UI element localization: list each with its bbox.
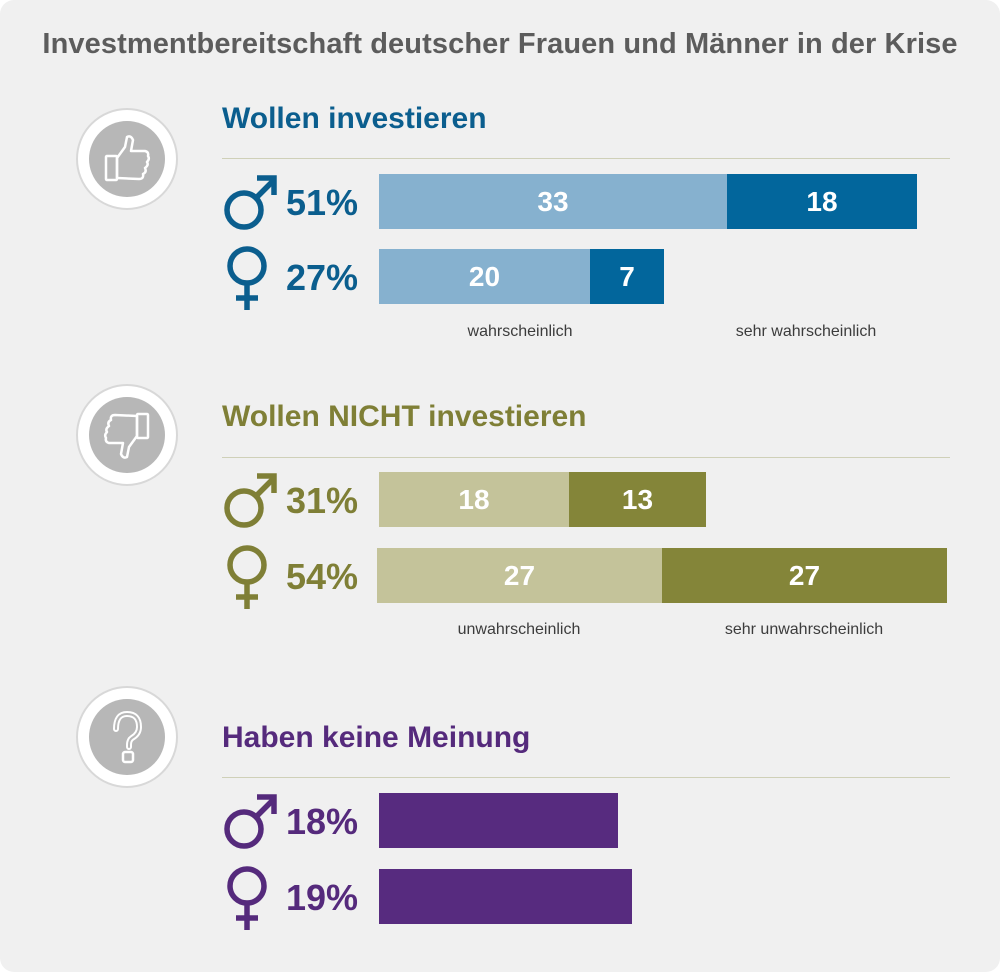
divider xyxy=(222,777,950,778)
bar-dark-segment: 13 xyxy=(569,472,706,527)
question-mark-icon xyxy=(89,699,165,775)
divider xyxy=(222,457,950,458)
bar-dark-segment: 27 xyxy=(662,548,947,603)
female-symbol-icon xyxy=(222,863,280,938)
bar-light-segment: 33 xyxy=(379,174,727,229)
total-percent: 27% xyxy=(286,257,359,298)
bar-light-segment: 18 xyxy=(379,472,569,527)
section-title: Wollen NICHT investieren xyxy=(222,400,587,433)
section-title: Wollen investieren xyxy=(222,102,487,135)
bar-segment xyxy=(379,793,618,848)
bar-light-segment: 20 xyxy=(379,249,590,304)
legend-label: sehr unwahrscheinlich xyxy=(724,621,884,638)
total-percent: 19% xyxy=(286,877,359,918)
question-mark-badge xyxy=(76,686,178,788)
thumbs-down-icon xyxy=(89,397,165,473)
total-percent: 31% xyxy=(286,480,359,521)
bar-dark-segment: 7 xyxy=(590,249,664,304)
legend-label: sehr wahrscheinlich xyxy=(735,323,877,340)
bar-light-segment: 27 xyxy=(377,548,662,603)
total-percent: 18% xyxy=(286,801,359,842)
thumbs-down-badge xyxy=(76,384,178,486)
bar-segment xyxy=(379,869,632,924)
divider xyxy=(222,158,950,159)
chart-title: Investmentbereitschaft deutscher Frauen … xyxy=(42,28,958,60)
male-symbol-icon xyxy=(222,468,280,543)
thumbs-up-badge xyxy=(76,108,178,210)
total-percent: 54% xyxy=(286,556,359,597)
total-percent: 51% xyxy=(286,182,359,223)
thumbs-up-icon xyxy=(89,121,165,197)
female-symbol-icon xyxy=(222,542,280,617)
male-symbol-icon xyxy=(222,789,280,864)
legend-label: unwahrscheinlich xyxy=(457,621,581,638)
section-title: Haben keine Meinung xyxy=(222,721,531,754)
bar-dark-segment: 18 xyxy=(727,174,917,229)
male-symbol-icon xyxy=(222,170,280,245)
legend-label: wahrscheinlich xyxy=(467,323,573,340)
female-symbol-icon xyxy=(222,243,280,318)
